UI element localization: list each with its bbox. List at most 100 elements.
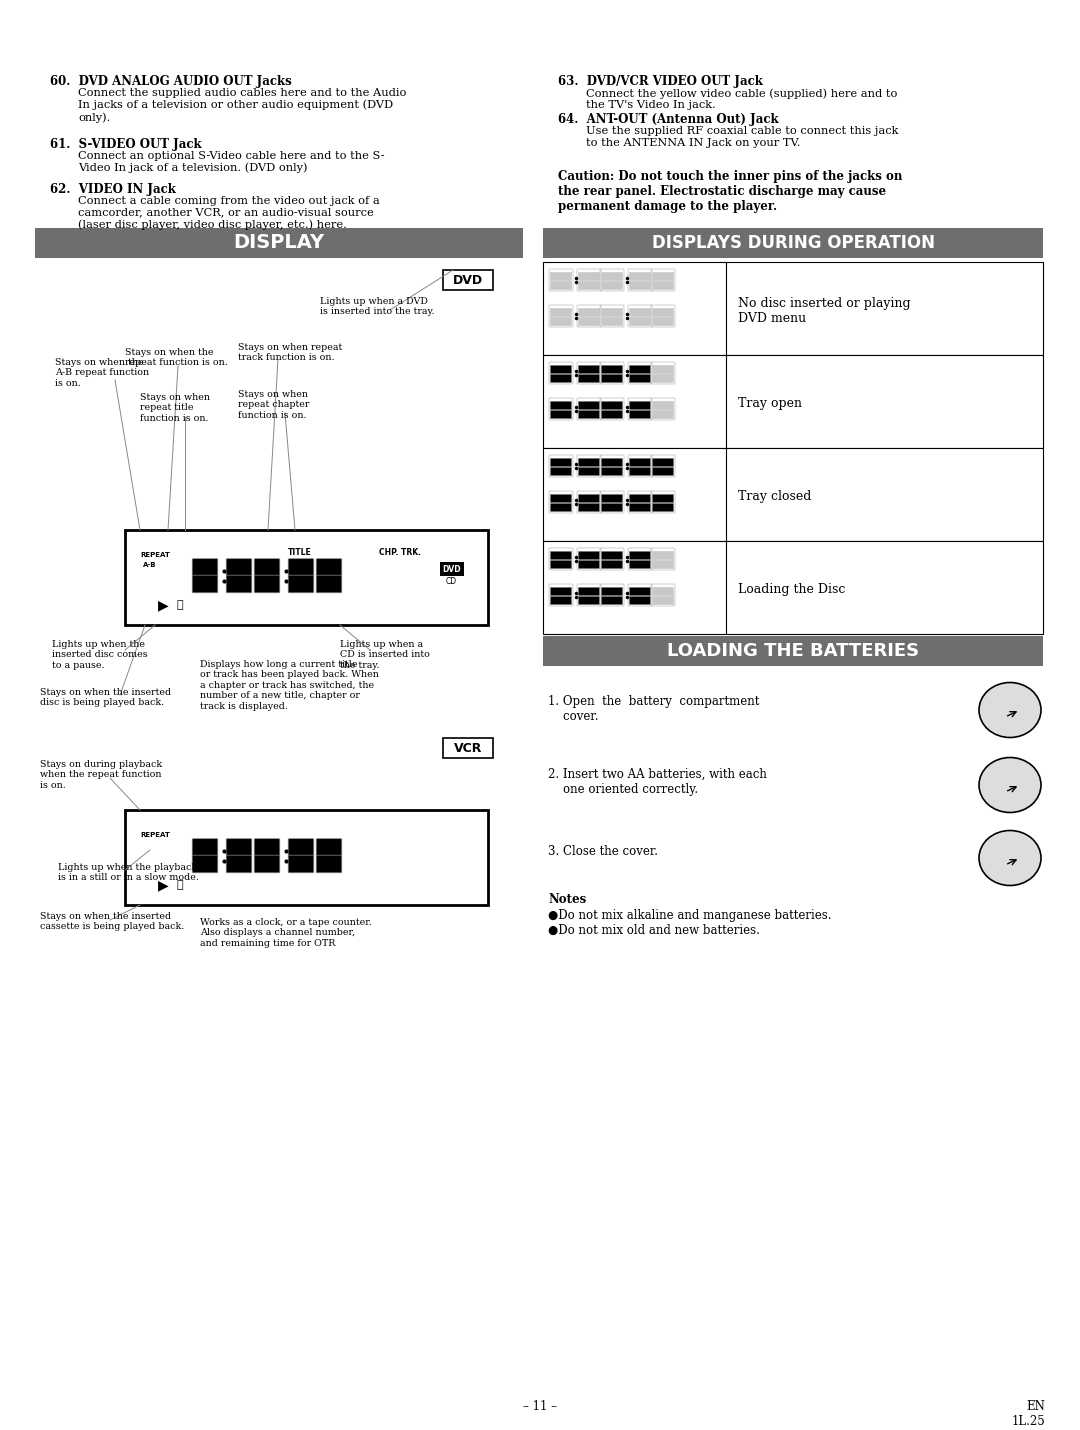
Text: DVD: DVD bbox=[453, 273, 483, 286]
FancyBboxPatch shape bbox=[551, 596, 571, 605]
Text: 61.  S-VIDEO OUT Jack: 61. S-VIDEO OUT Jack bbox=[50, 139, 202, 152]
Text: 63.  DVD/VCR VIDEO OUT Jack: 63. DVD/VCR VIDEO OUT Jack bbox=[558, 74, 762, 89]
Text: Notes: Notes bbox=[548, 892, 586, 907]
Text: A-B: A-B bbox=[143, 562, 157, 568]
Bar bbox=[440, 562, 464, 576]
Text: Stays on when the
repeat function is on.: Stays on when the repeat function is on. bbox=[125, 347, 228, 368]
FancyBboxPatch shape bbox=[652, 365, 674, 373]
FancyBboxPatch shape bbox=[652, 503, 674, 512]
FancyBboxPatch shape bbox=[578, 309, 599, 316]
FancyBboxPatch shape bbox=[630, 561, 650, 569]
Text: Lights up when a DVD
is inserted into the tray.: Lights up when a DVD is inserted into th… bbox=[320, 297, 434, 316]
Text: 62.  VIDEO IN Jack: 62. VIDEO IN Jack bbox=[50, 183, 176, 196]
Ellipse shape bbox=[978, 758, 1041, 812]
FancyBboxPatch shape bbox=[602, 317, 623, 326]
Text: Lights up when the
inserted disc comes
to a pause.: Lights up when the inserted disc comes t… bbox=[52, 641, 148, 669]
Text: Caution: Do not touch the inner pins of the jacks on
the rear panel. Electrostat: Caution: Do not touch the inner pins of … bbox=[558, 170, 903, 213]
Text: ●Do not mix alkaline and manganese batteries.: ●Do not mix alkaline and manganese batte… bbox=[548, 909, 832, 922]
Text: ⏸: ⏸ bbox=[177, 879, 184, 889]
FancyBboxPatch shape bbox=[630, 596, 650, 605]
Ellipse shape bbox=[978, 682, 1041, 738]
FancyBboxPatch shape bbox=[254, 575, 280, 593]
FancyBboxPatch shape bbox=[551, 282, 571, 290]
Text: Loading the Disc: Loading the Disc bbox=[738, 583, 846, 596]
FancyBboxPatch shape bbox=[316, 855, 341, 872]
FancyBboxPatch shape bbox=[578, 410, 599, 419]
FancyBboxPatch shape bbox=[630, 375, 650, 383]
FancyBboxPatch shape bbox=[602, 552, 623, 559]
FancyBboxPatch shape bbox=[602, 503, 623, 512]
FancyBboxPatch shape bbox=[551, 410, 571, 419]
FancyBboxPatch shape bbox=[316, 575, 341, 593]
FancyBboxPatch shape bbox=[630, 282, 650, 290]
Text: Connect an optional S-Video cable here and to the S-
Video In jack of a televisi: Connect an optional S-Video cable here a… bbox=[78, 152, 384, 173]
FancyBboxPatch shape bbox=[316, 839, 341, 857]
Text: LOADING THE BATTERIES: LOADING THE BATTERIES bbox=[667, 642, 919, 661]
Text: REPEAT: REPEAT bbox=[140, 552, 170, 558]
FancyBboxPatch shape bbox=[578, 272, 599, 280]
FancyBboxPatch shape bbox=[602, 458, 623, 466]
FancyBboxPatch shape bbox=[551, 375, 571, 383]
Bar bbox=[443, 270, 492, 290]
FancyBboxPatch shape bbox=[652, 458, 674, 466]
FancyBboxPatch shape bbox=[551, 365, 571, 373]
Text: 2. Insert two AA batteries, with each
    one oriented correctly.: 2. Insert two AA batteries, with each on… bbox=[548, 768, 767, 797]
Text: CD: CD bbox=[446, 578, 457, 586]
FancyBboxPatch shape bbox=[578, 561, 599, 569]
FancyBboxPatch shape bbox=[551, 552, 571, 559]
Bar bbox=[543, 262, 1043, 355]
Bar bbox=[443, 738, 492, 758]
Text: Displays how long a current title
or track has been played back. When
a chapter : Displays how long a current title or tra… bbox=[200, 661, 379, 711]
FancyBboxPatch shape bbox=[630, 458, 650, 466]
FancyBboxPatch shape bbox=[578, 503, 599, 512]
FancyBboxPatch shape bbox=[551, 588, 571, 596]
FancyBboxPatch shape bbox=[602, 375, 623, 383]
Text: ●Do not mix old and new batteries.: ●Do not mix old and new batteries. bbox=[548, 924, 760, 937]
Text: – 11 –: – 11 – bbox=[523, 1400, 557, 1413]
FancyBboxPatch shape bbox=[551, 495, 571, 503]
FancyBboxPatch shape bbox=[652, 375, 674, 383]
Text: Connect the supplied audio cables here and to the Audio
In jacks of a television: Connect the supplied audio cables here a… bbox=[78, 89, 406, 123]
Text: Stays on when repeat
track function is on.: Stays on when repeat track function is o… bbox=[238, 343, 342, 362]
FancyBboxPatch shape bbox=[254, 855, 280, 872]
FancyBboxPatch shape bbox=[652, 552, 674, 559]
FancyBboxPatch shape bbox=[551, 561, 571, 569]
Text: Tray closed: Tray closed bbox=[738, 490, 811, 503]
FancyBboxPatch shape bbox=[630, 402, 650, 410]
FancyBboxPatch shape bbox=[602, 596, 623, 605]
FancyBboxPatch shape bbox=[652, 410, 674, 419]
FancyBboxPatch shape bbox=[551, 402, 571, 410]
Text: Connect a cable coming from the video out jack of a
camcorder, another VCR, or a: Connect a cable coming from the video ou… bbox=[78, 196, 380, 230]
FancyBboxPatch shape bbox=[578, 282, 599, 290]
Text: Stays on when the
A-B repeat function
is on.: Stays on when the A-B repeat function is… bbox=[55, 358, 149, 388]
FancyBboxPatch shape bbox=[551, 272, 571, 280]
FancyBboxPatch shape bbox=[630, 503, 650, 512]
Text: Lights up when the playback
is in a still or in a slow mode.: Lights up when the playback is in a stil… bbox=[58, 862, 199, 882]
Text: CHP. TRK.: CHP. TRK. bbox=[379, 548, 421, 558]
FancyBboxPatch shape bbox=[226, 575, 252, 593]
FancyBboxPatch shape bbox=[602, 309, 623, 316]
FancyBboxPatch shape bbox=[602, 468, 623, 476]
FancyBboxPatch shape bbox=[551, 458, 571, 466]
Text: DISPLAYS DURING OPERATION: DISPLAYS DURING OPERATION bbox=[651, 235, 934, 252]
Text: Tray open: Tray open bbox=[738, 398, 802, 410]
Text: DISPLAY: DISPLAY bbox=[233, 233, 325, 253]
FancyBboxPatch shape bbox=[652, 317, 674, 326]
FancyBboxPatch shape bbox=[192, 839, 218, 857]
FancyBboxPatch shape bbox=[551, 468, 571, 476]
Text: VCR: VCR bbox=[454, 742, 482, 755]
FancyBboxPatch shape bbox=[602, 272, 623, 280]
FancyBboxPatch shape bbox=[602, 282, 623, 290]
Text: Stays on when
repeat chapter
function is on.: Stays on when repeat chapter function is… bbox=[238, 390, 309, 420]
Text: REPEAT: REPEAT bbox=[140, 832, 170, 838]
Text: 3. Close the cover.: 3. Close the cover. bbox=[548, 845, 658, 858]
FancyBboxPatch shape bbox=[630, 410, 650, 419]
FancyBboxPatch shape bbox=[551, 503, 571, 512]
FancyBboxPatch shape bbox=[630, 272, 650, 280]
FancyBboxPatch shape bbox=[578, 365, 599, 373]
FancyBboxPatch shape bbox=[316, 559, 341, 576]
FancyBboxPatch shape bbox=[578, 468, 599, 476]
FancyBboxPatch shape bbox=[602, 588, 623, 596]
FancyBboxPatch shape bbox=[652, 282, 674, 290]
FancyBboxPatch shape bbox=[652, 309, 674, 316]
